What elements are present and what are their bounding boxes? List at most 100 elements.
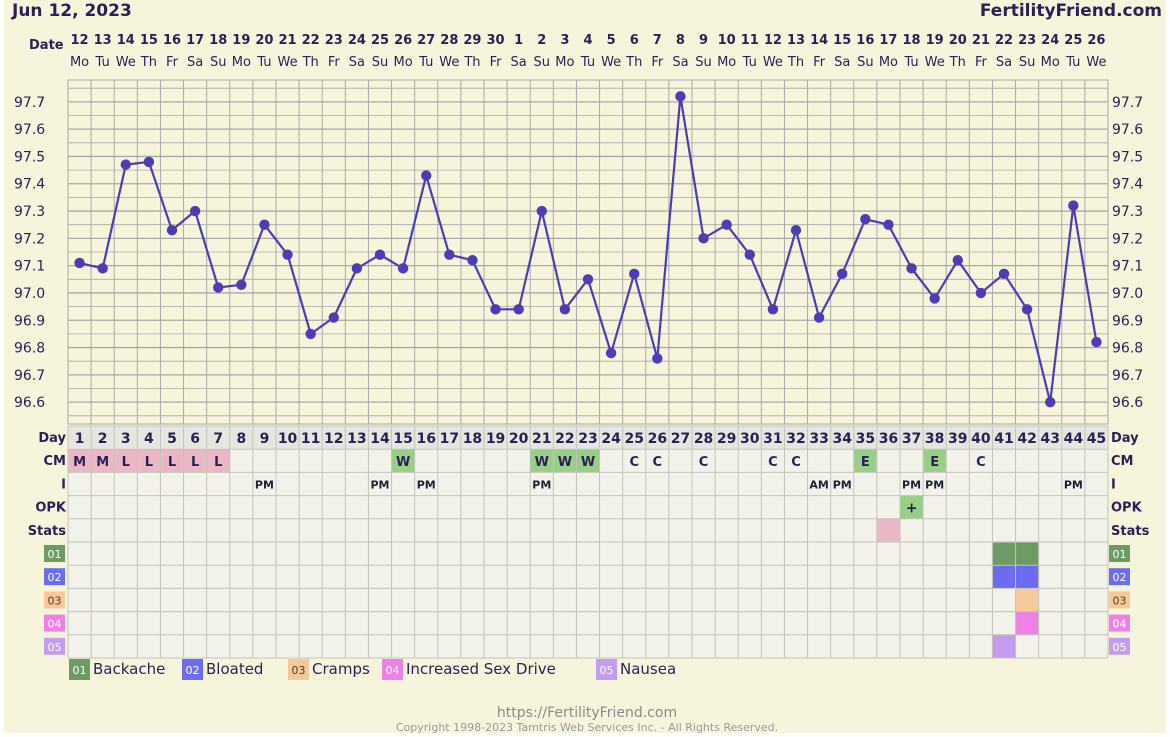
temperature-point[interactable] xyxy=(952,254,963,266)
temperature-point[interactable] xyxy=(860,214,871,225)
footer-url[interactable]: https://FertilityFriend.com xyxy=(497,705,677,721)
cycle-day: 35 xyxy=(856,431,875,447)
date-label: 16 xyxy=(163,33,181,48)
temperature-point[interactable] xyxy=(213,282,224,293)
temperature-point[interactable] xyxy=(282,249,293,260)
date-label: 28 xyxy=(440,33,458,48)
weekday-label: Su xyxy=(695,55,712,70)
cm-cell xyxy=(923,449,947,473)
symptom-cell xyxy=(992,542,1016,566)
y-tick-left: 97.5 xyxy=(14,149,45,165)
date-row: 12Mo13Tu14We15Th16Fr17Sa18Su19Mo20Tu21We… xyxy=(70,33,1107,70)
cycle-day: 18 xyxy=(463,431,482,447)
date-label: 14 xyxy=(117,33,135,48)
temperature-point[interactable] xyxy=(351,263,363,274)
temperature-point[interactable] xyxy=(790,224,802,236)
weekday-label: Su xyxy=(857,55,874,70)
cycle-day: 10 xyxy=(278,431,298,447)
temperature-point[interactable] xyxy=(813,312,825,323)
temperature-point[interactable] xyxy=(467,254,478,266)
symptom-code-badge xyxy=(1109,568,1130,586)
temperature-point[interactable] xyxy=(698,233,709,244)
intercourse-value: PM xyxy=(370,478,389,491)
y-tick-right: 97.3 xyxy=(1112,204,1143,220)
temperature-point[interactable] xyxy=(906,263,917,274)
temperature-point[interactable] xyxy=(605,347,617,359)
temperature-point[interactable] xyxy=(189,205,201,217)
temperature-point[interactable] xyxy=(837,268,848,280)
temperature-point[interactable] xyxy=(397,263,409,274)
temperature-point[interactable] xyxy=(374,249,386,260)
cycle-day: 17 xyxy=(440,431,459,447)
temperature-point[interactable] xyxy=(305,328,316,340)
date-label: 13 xyxy=(94,33,112,48)
cycle-day: 2 xyxy=(98,431,108,447)
date-label: 21 xyxy=(279,33,297,48)
temperature-point[interactable] xyxy=(929,293,940,304)
symptom-cell xyxy=(1015,588,1039,612)
temperature-point[interactable] xyxy=(1045,396,1056,408)
weekday-label: Fr xyxy=(975,55,988,70)
weekday-label: Tu xyxy=(95,55,110,70)
temperature-point[interactable] xyxy=(582,274,594,285)
cycle-day: 12 xyxy=(324,431,343,447)
temperature-point[interactable] xyxy=(744,249,755,260)
temperature-point[interactable] xyxy=(166,224,178,236)
cycle-day: 24 xyxy=(601,431,621,447)
temperature-point[interactable] xyxy=(444,249,455,260)
temperature-point[interactable] xyxy=(1068,200,1079,211)
temperature-point[interactable] xyxy=(74,257,85,269)
temperature-point[interactable] xyxy=(120,159,131,170)
temperature-point[interactable] xyxy=(421,170,432,181)
y-tick-left: 97.0 xyxy=(14,286,45,302)
temperature-point[interactable] xyxy=(998,268,1010,280)
temperature-point[interactable] xyxy=(559,304,571,315)
temperature-point[interactable] xyxy=(1021,304,1033,315)
temperature-point[interactable] xyxy=(675,91,686,102)
weekday-label: We xyxy=(439,55,459,70)
cycle-day: 19 xyxy=(486,431,505,447)
weekday-label: Sa xyxy=(672,55,688,70)
y-tick-left: 97.6 xyxy=(14,122,45,138)
symptom-cell xyxy=(1015,542,1039,566)
temperature-point[interactable] xyxy=(259,219,270,230)
date-label: 25 xyxy=(1064,33,1082,48)
date-label: 4 xyxy=(583,33,592,48)
symptom-code: 05 xyxy=(48,641,62,654)
date-label: 2 xyxy=(537,33,546,48)
footer-copyright: Copyright 1998-2023 Tamtris Web Services… xyxy=(396,721,778,733)
date-label: 19 xyxy=(232,33,250,48)
temperature-point[interactable] xyxy=(883,219,894,230)
temperature-point[interactable] xyxy=(143,156,155,168)
intercourse-value: PM xyxy=(417,478,436,491)
temperature-point[interactable] xyxy=(97,263,108,274)
cycle-day: 37 xyxy=(902,431,921,447)
temperature-point[interactable] xyxy=(975,287,987,299)
temperature-point[interactable] xyxy=(629,268,640,280)
weekday-label: Su xyxy=(1019,55,1036,70)
temperature-point[interactable] xyxy=(328,312,339,323)
temperature-points xyxy=(74,91,1102,408)
date-label: 23 xyxy=(1018,33,1036,48)
weekday-label: Sa xyxy=(187,55,203,70)
weekday-label: Mo xyxy=(394,55,413,70)
y-axis-ticks: 97.7 97.7 97.6 97.6 97.5 97.5 97.4 97.4 97.3 97.3… xyxy=(14,95,1143,411)
temperature-point[interactable] xyxy=(721,219,732,230)
row-label-right: Day xyxy=(1111,431,1139,446)
temperature-point[interactable] xyxy=(490,304,501,315)
cm-value: E xyxy=(930,455,939,470)
temperature-point[interactable] xyxy=(236,279,247,290)
date-label: 20 xyxy=(949,33,967,48)
date-label: 15 xyxy=(833,33,851,48)
temperature-point[interactable] xyxy=(767,304,779,315)
temperature-point[interactable] xyxy=(513,304,524,315)
stats-cell xyxy=(876,518,900,542)
temperature-point[interactable] xyxy=(536,205,547,217)
temperature-point[interactable] xyxy=(1091,336,1102,348)
temperature-point[interactable] xyxy=(652,353,663,364)
date-label: 21 xyxy=(972,33,990,48)
y-tick-right: 96.9 xyxy=(1112,313,1143,329)
weekday-label: Th xyxy=(302,55,319,70)
weekday-label: Mo xyxy=(717,55,736,70)
